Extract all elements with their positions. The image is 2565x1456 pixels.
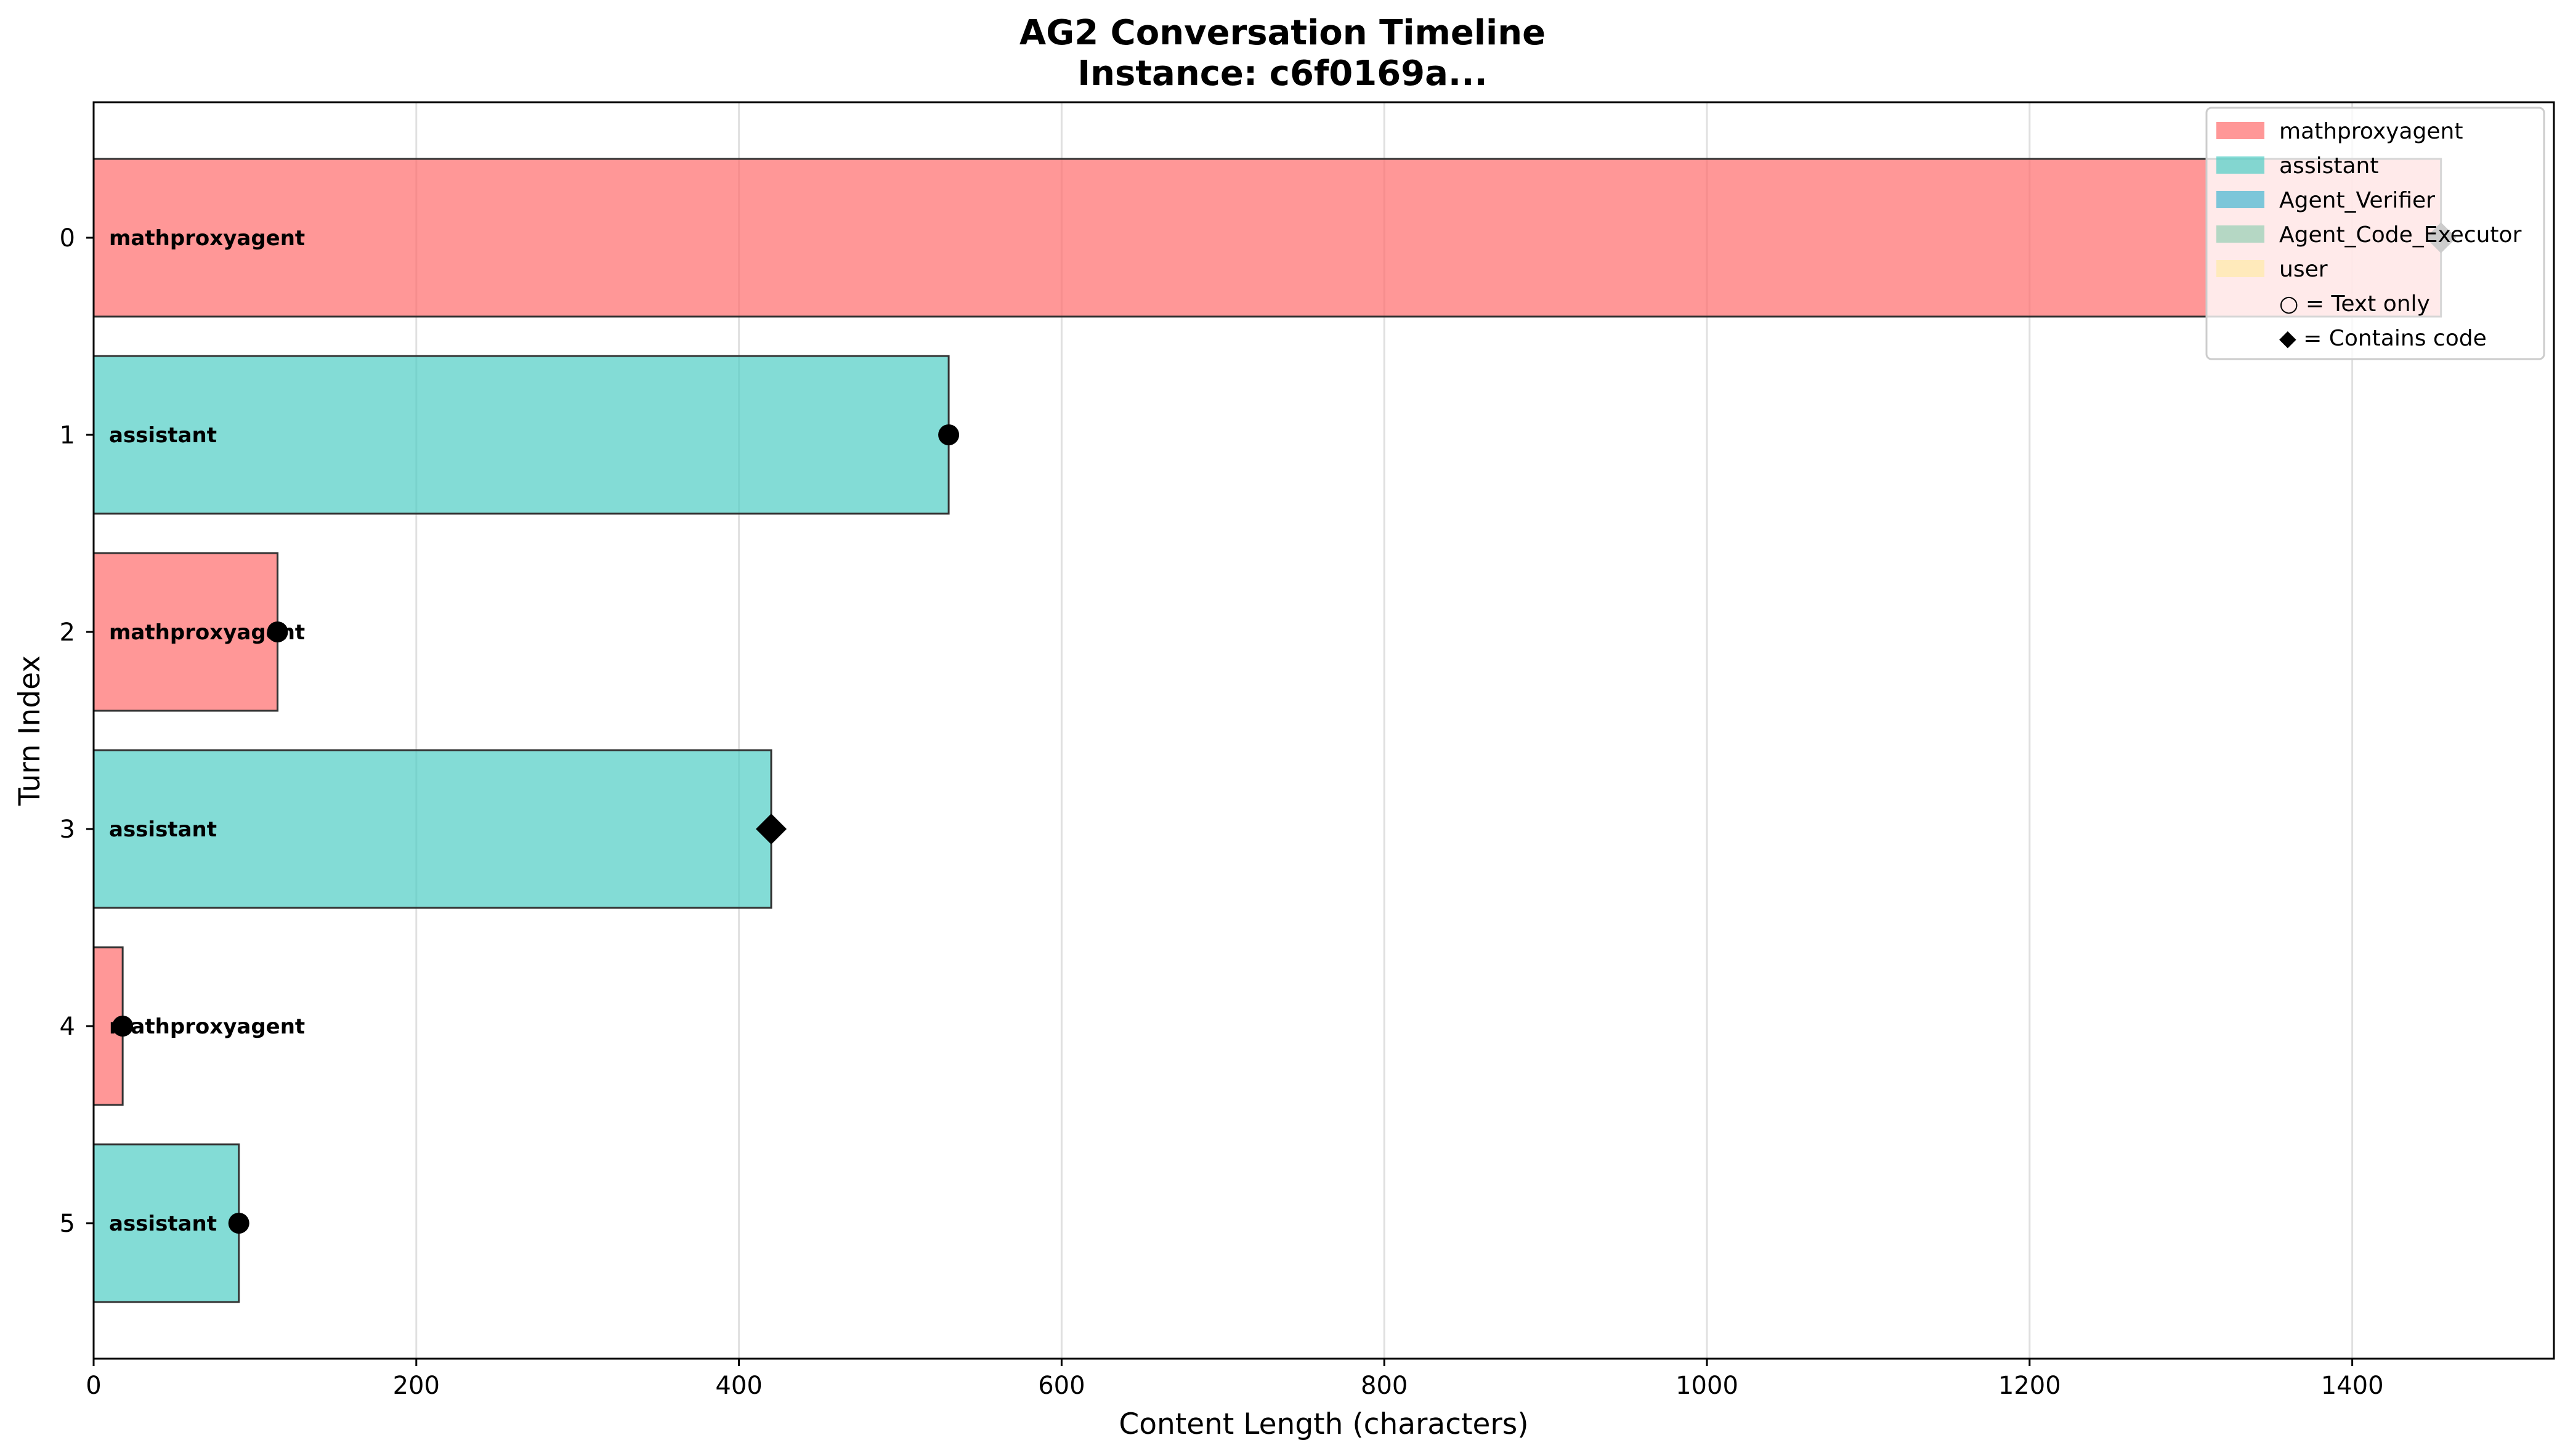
bar-label-turn-4: mathproxyagent — [109, 1014, 305, 1039]
y-tick-label: 3 — [60, 815, 75, 844]
legend-contains-code: ◆ = Contains code — [2279, 326, 2487, 351]
y-axis-label: Turn Index — [13, 655, 47, 806]
legend-label-user: user — [2279, 257, 2328, 282]
x-axis-label: Content Length (characters) — [1119, 1407, 1528, 1441]
y-tick-label: 4 — [60, 1013, 75, 1041]
legend-box — [2205, 107, 2545, 360]
text-marker-turn-4 — [112, 1016, 134, 1037]
x-tick-label: 1000 — [1676, 1372, 1738, 1400]
text-marker-turn-2 — [267, 621, 288, 642]
text-marker-turn-1 — [938, 424, 960, 445]
x-tick-label: 0 — [86, 1372, 101, 1400]
x-tick-label: 1200 — [1998, 1372, 2061, 1400]
legend-label-mathproxyagent: mathproxyagent — [2279, 119, 2463, 144]
legend-swatch-user — [2216, 260, 2264, 277]
legend-swatch-assistant — [2216, 156, 2264, 174]
bar-label-turn-3: assistant — [109, 817, 217, 842]
plot-area-frame — [92, 101, 2555, 1360]
bar-label-turn-0: mathproxyagent — [109, 226, 305, 251]
x-tick-label: 400 — [715, 1372, 762, 1400]
x-tick-label: 200 — [393, 1372, 440, 1400]
x-tick-label: 1400 — [2321, 1372, 2384, 1400]
legend-label-Agent_Code_Executor: Agent_Code_Executor — [2279, 222, 2522, 248]
legend-swatch-mathproxyagent — [2216, 122, 2264, 139]
bar-label-turn-1: assistant — [109, 423, 217, 448]
bar-turn-3 — [92, 749, 772, 909]
code-marker-turn-3 — [755, 814, 787, 844]
legend-label-assistant: assistant — [2279, 153, 2378, 179]
bar-turn-1 — [92, 355, 950, 515]
x-axis-ticks: 0 200 400 600 800 1000 1200 1400 — [86, 1359, 2384, 1400]
y-tick-label: 2 — [60, 618, 75, 647]
y-tick-label: 5 — [60, 1210, 75, 1238]
y-tick-label: 1 — [60, 421, 75, 450]
bar-label-turn-5: assistant — [109, 1211, 217, 1236]
legend: mathproxyagent assistant Agent_Verifier Age… — [2205, 107, 2545, 360]
legend-text-only: ○ = Text only — [2279, 291, 2430, 317]
bar-turn-0 — [92, 158, 2442, 318]
x-tick-label: 600 — [1038, 1372, 1085, 1400]
chart-title: AG2 Conversation Timeline — [1019, 13, 1546, 53]
bars-group — [92, 158, 2442, 1303]
text-marker-turn-5 — [228, 1213, 249, 1234]
chart-subtitle: Instance: c6f0169a... — [1077, 54, 1488, 94]
x-tick-label: 800 — [1361, 1372, 1408, 1400]
y-axis-ticks: 0 1 2 3 4 5 — [60, 224, 94, 1238]
legend-swatch-Agent_Code_Executor — [2216, 225, 2264, 243]
bar-turn-5 — [92, 1143, 240, 1303]
legend-label-Agent_Verifier: Agent_Verifier — [2279, 188, 2435, 213]
y-tick-label: 0 — [60, 224, 75, 253]
legend-swatch-Agent_Verifier — [2216, 191, 2264, 208]
